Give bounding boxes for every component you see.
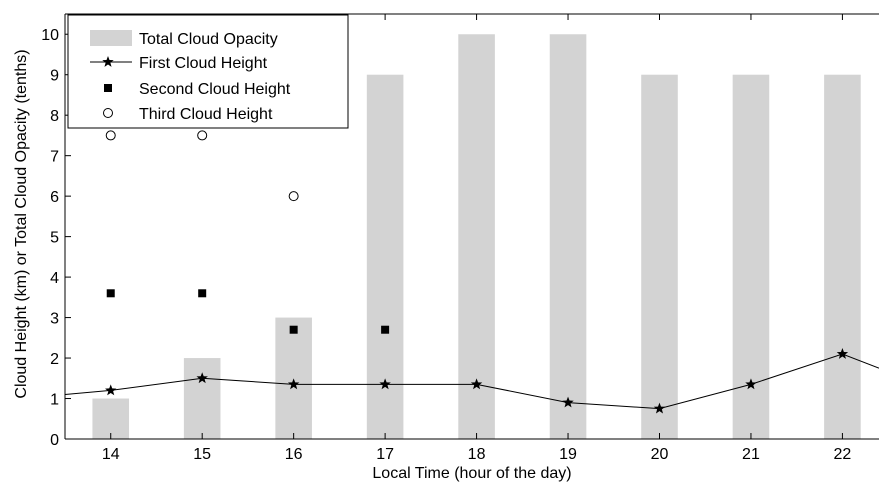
bar-20 bbox=[641, 74, 678, 439]
legend-circle-third bbox=[103, 108, 113, 118]
y-tick-label-3: 3 bbox=[50, 311, 59, 328]
x-axis-label: Local Time (hour of the day) bbox=[372, 465, 571, 482]
x-tick-label-20: 20 bbox=[651, 446, 669, 463]
legend-label-4: Third Cloud Height bbox=[139, 106, 273, 123]
x-tick-label-22: 22 bbox=[834, 446, 852, 463]
second-cloud-height-point-15 bbox=[198, 289, 207, 298]
x-tick-label-16: 16 bbox=[285, 446, 303, 463]
legend-square-second bbox=[104, 84, 112, 92]
third-cloud-height-point-15 bbox=[197, 130, 208, 141]
y-tick-label-2: 2 bbox=[50, 351, 59, 368]
first-cloud-height-point-19 bbox=[562, 396, 574, 408]
bar-16 bbox=[275, 317, 312, 439]
legend: Total Cloud Opacity First Cloud Height Sec… bbox=[67, 14, 349, 129]
bar-18 bbox=[458, 34, 495, 439]
y-tick-label-1: 1 bbox=[50, 392, 59, 409]
first-cloud-height-point-14 bbox=[105, 384, 117, 396]
bar-15 bbox=[183, 358, 221, 439]
first-cloud-height-point-21 bbox=[745, 378, 757, 390]
x-tick-label-19: 19 bbox=[559, 446, 577, 463]
first-cloud-height-point-16 bbox=[287, 378, 300, 390]
third-cloud-height-point-16 bbox=[288, 191, 299, 202]
axes: 0 1 2 3 4 5 6 7 8 9 10 14 15 16 17 18 19 20 21 22 bbox=[41, 13, 879, 463]
y-tick-label-4: 4 bbox=[50, 270, 59, 287]
first-cloud-height-point-15 bbox=[196, 372, 208, 384]
legend-label-2: First Cloud Height bbox=[139, 55, 268, 72]
bar-17 bbox=[366, 74, 404, 439]
y-tick-label-6: 6 bbox=[50, 189, 59, 206]
bar-19 bbox=[549, 34, 587, 439]
y-tick-label-0: 0 bbox=[50, 432, 59, 449]
x-tick-label-14: 14 bbox=[102, 446, 120, 463]
y-tick-label-7: 7 bbox=[50, 149, 59, 166]
y-tick-label-9: 9 bbox=[50, 68, 59, 85]
second-cloud-height-point-17 bbox=[381, 325, 390, 334]
x-tick-label-18: 18 bbox=[468, 446, 486, 463]
first-cloud-height-point-22 bbox=[836, 348, 849, 359]
x-tick-label-21: 21 bbox=[742, 446, 760, 463]
first-cloud-height-point-17 bbox=[379, 378, 391, 390]
first-cloud-height-point-20 bbox=[653, 402, 666, 414]
bar-14 bbox=[92, 398, 130, 439]
legend-label-3: Second Cloud Height bbox=[139, 81, 291, 98]
y-tick-label-8: 8 bbox=[50, 108, 59, 125]
legend-star-first bbox=[102, 56, 114, 67]
third-cloud-height-point-14 bbox=[105, 130, 116, 141]
y-tick-label-5: 5 bbox=[50, 230, 59, 247]
second-cloud-height-point-16 bbox=[289, 325, 298, 334]
second-cloud-height-point-14 bbox=[106, 289, 115, 298]
x-tick-label-15: 15 bbox=[193, 446, 211, 463]
first-cloud-height-point-18 bbox=[470, 378, 483, 390]
bar-22 bbox=[824, 74, 861, 439]
plot-area bbox=[64, 34, 879, 439]
y-axis-label: Cloud Height (km) or Total Cloud Opacity… bbox=[13, 49, 30, 398]
legend-swatch-opacity bbox=[90, 30, 132, 46]
bar-21 bbox=[732, 74, 770, 439]
y-tick-label-10: 10 bbox=[41, 27, 59, 44]
legend-label-1: Total Cloud Opacity bbox=[139, 31, 278, 48]
x-tick-label-17: 17 bbox=[376, 446, 394, 463]
